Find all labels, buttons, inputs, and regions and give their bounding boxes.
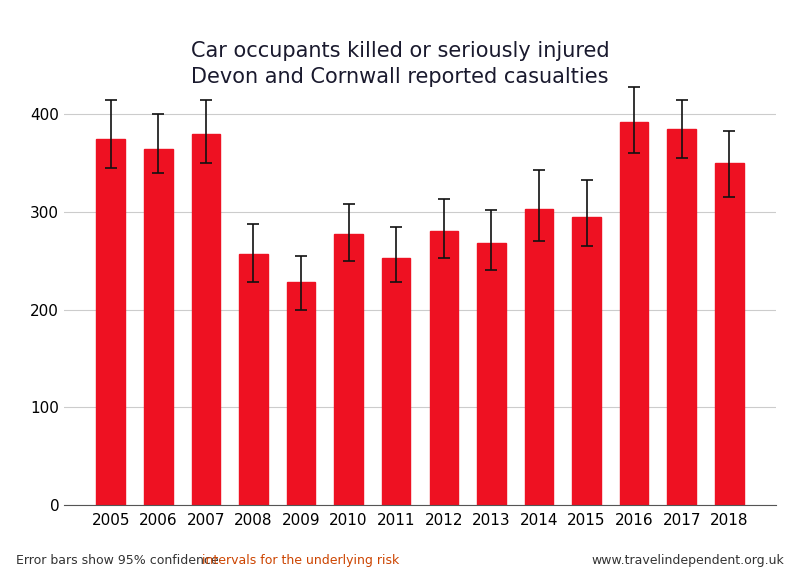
Bar [430, 231, 458, 505]
Bar [477, 243, 506, 505]
Text: www.travelindependent.org.uk: www.travelindependent.org.uk [591, 554, 784, 567]
Bar [382, 258, 410, 505]
Bar [572, 217, 601, 505]
Bar [286, 282, 315, 505]
Bar [525, 209, 554, 505]
Bar [334, 234, 363, 505]
Bar [96, 139, 125, 505]
Bar [239, 254, 268, 505]
Bar [144, 148, 173, 505]
Bar [620, 122, 649, 505]
Text: Error bars show 95% confidence: Error bars show 95% confidence [16, 554, 222, 567]
Bar [667, 129, 696, 505]
Bar [191, 134, 220, 505]
Text: intervals for the underlying risk: intervals for the underlying risk [202, 554, 399, 567]
Text: Car occupants killed or seriously injured
Devon and Cornwall reported casualties: Car occupants killed or seriously injure… [190, 41, 610, 87]
Bar [715, 163, 744, 505]
